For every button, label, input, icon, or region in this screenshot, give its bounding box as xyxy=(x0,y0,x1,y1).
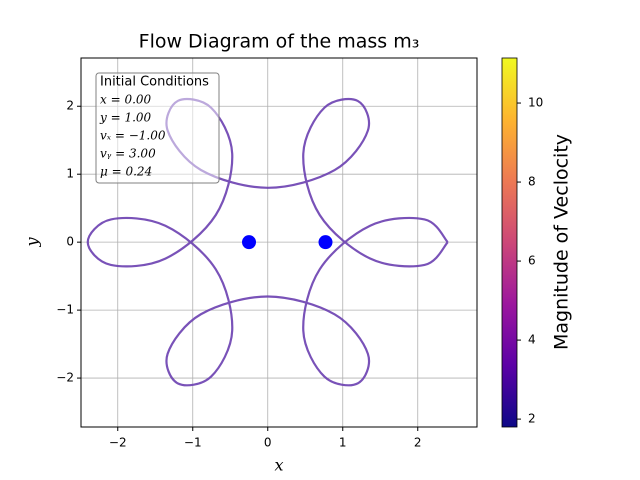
y-tick-label: 0 xyxy=(66,235,74,249)
colorbar xyxy=(501,57,518,428)
x-tick-label: −2 xyxy=(109,436,127,450)
x-axis-label: x xyxy=(274,456,283,475)
trajectory xyxy=(86,98,449,387)
annotation-text: vᵧ = 3.00 xyxy=(100,147,156,161)
colorbar-tick-label: 6 xyxy=(528,254,536,268)
mass-point xyxy=(242,235,256,250)
colorbar-tick-label: 2 xyxy=(528,412,536,426)
colorbar-tick-label: 10 xyxy=(528,96,543,110)
colorbar-tick-label: 4 xyxy=(528,333,536,347)
plot-frame xyxy=(80,57,478,428)
y-tick-label: 1 xyxy=(66,167,74,181)
chart-title: Flow Diagram of the mass m₃ xyxy=(139,31,420,53)
annotation-box xyxy=(95,72,220,184)
x-tick-label: 0 xyxy=(264,436,272,450)
annotation-text: Initial Conditions xyxy=(100,75,209,90)
colorbar-tick-label: 8 xyxy=(528,175,536,189)
mass-point xyxy=(318,235,333,250)
y-tick-label: −2 xyxy=(56,371,74,385)
annotation-text: x = 0.00 xyxy=(100,93,152,107)
colorbar-label: Magnitude of Veclocity xyxy=(551,134,573,350)
y-tick-label: 2 xyxy=(66,99,74,113)
annotation-text: y = 1.00 xyxy=(99,111,152,125)
annotation-text: vₓ = −1.00 xyxy=(100,129,166,143)
annotation-text: μ = 0.24 xyxy=(100,165,152,179)
y-axis-label: y xyxy=(23,237,42,248)
x-tick-label: −1 xyxy=(184,436,202,450)
y-tick-label: −1 xyxy=(56,303,74,317)
x-tick-label: 2 xyxy=(414,436,422,450)
x-tick-label: 1 xyxy=(339,436,347,450)
